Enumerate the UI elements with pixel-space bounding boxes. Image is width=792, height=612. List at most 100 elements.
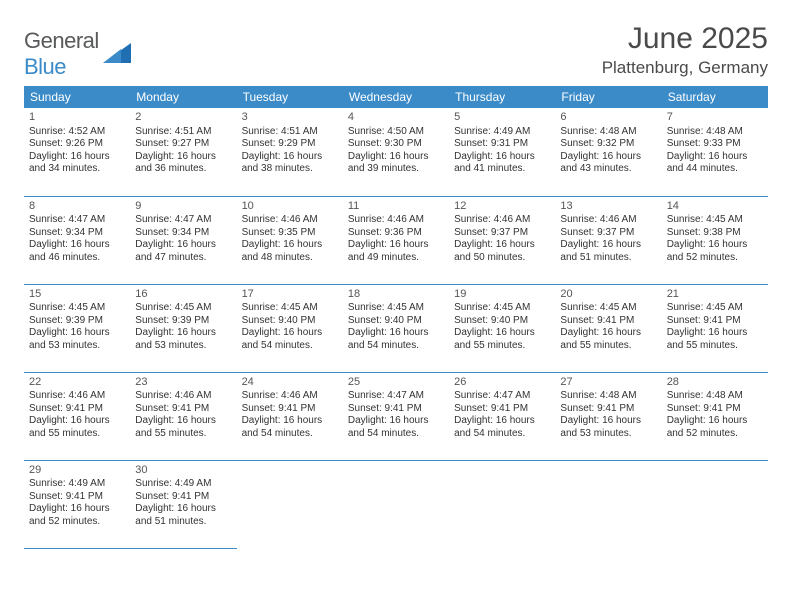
day-number: 27 bbox=[560, 376, 656, 390]
daylight-line: Daylight: 16 hours and 52 minutes. bbox=[667, 415, 763, 440]
day-number: 26 bbox=[454, 376, 550, 390]
calendar-cell: 11Sunrise: 4:46 AMSunset: 9:36 PMDayligh… bbox=[343, 196, 449, 284]
calendar-week-row: 1Sunrise: 4:52 AMSunset: 9:26 PMDaylight… bbox=[24, 108, 768, 196]
calendar-cell: 21Sunrise: 4:45 AMSunset: 9:41 PMDayligh… bbox=[662, 284, 768, 372]
page-header: General Blue June 2025 Plattenburg, Germ… bbox=[24, 22, 768, 80]
sunrise-line: Sunrise: 4:46 AM bbox=[348, 214, 444, 227]
sunset-line: Sunset: 9:41 PM bbox=[29, 491, 125, 504]
daylight-line: Daylight: 16 hours and 41 minutes. bbox=[454, 151, 550, 176]
month-title: June 2025 bbox=[602, 22, 768, 56]
calendar-header-row: SundayMondayTuesdayWednesdayThursdayFrid… bbox=[24, 86, 768, 108]
sunrise-line: Sunrise: 4:47 AM bbox=[135, 214, 231, 227]
calendar-cell: 12Sunrise: 4:46 AMSunset: 9:37 PMDayligh… bbox=[449, 196, 555, 284]
calendar-cell: 26Sunrise: 4:47 AMSunset: 9:41 PMDayligh… bbox=[449, 372, 555, 460]
sunset-line: Sunset: 9:34 PM bbox=[29, 227, 125, 240]
logo-word-general: General bbox=[24, 28, 99, 53]
sunrise-line: Sunrise: 4:46 AM bbox=[29, 390, 125, 403]
calendar-cell: 9Sunrise: 4:47 AMSunset: 9:34 PMDaylight… bbox=[130, 196, 236, 284]
sunset-line: Sunset: 9:30 PM bbox=[348, 138, 444, 151]
sunrise-line: Sunrise: 4:50 AM bbox=[348, 126, 444, 139]
calendar-cell: 3Sunrise: 4:51 AMSunset: 9:29 PMDaylight… bbox=[237, 108, 343, 196]
weekday-header: Sunday bbox=[24, 86, 130, 108]
sunset-line: Sunset: 9:35 PM bbox=[242, 227, 338, 240]
calendar-cell-empty bbox=[449, 460, 555, 548]
sunset-line: Sunset: 9:33 PM bbox=[667, 138, 763, 151]
day-number: 2 bbox=[135, 111, 231, 125]
sunset-line: Sunset: 9:41 PM bbox=[348, 403, 444, 416]
daylight-line: Daylight: 16 hours and 52 minutes. bbox=[29, 503, 125, 528]
sunset-line: Sunset: 9:41 PM bbox=[667, 315, 763, 328]
daylight-line: Daylight: 16 hours and 51 minutes. bbox=[135, 503, 231, 528]
day-number: 15 bbox=[29, 288, 125, 302]
calendar-cell: 29Sunrise: 4:49 AMSunset: 9:41 PMDayligh… bbox=[24, 460, 130, 548]
logo-word-blue: Blue bbox=[24, 54, 66, 79]
sunrise-line: Sunrise: 4:48 AM bbox=[667, 126, 763, 139]
calendar-cell: 28Sunrise: 4:48 AMSunset: 9:41 PMDayligh… bbox=[662, 372, 768, 460]
daylight-line: Daylight: 16 hours and 55 minutes. bbox=[667, 327, 763, 352]
calendar-cell: 2Sunrise: 4:51 AMSunset: 9:27 PMDaylight… bbox=[130, 108, 236, 196]
weekday-header: Saturday bbox=[662, 86, 768, 108]
daylight-line: Daylight: 16 hours and 48 minutes. bbox=[242, 239, 338, 264]
calendar-cell-empty bbox=[662, 460, 768, 548]
daylight-line: Daylight: 16 hours and 43 minutes. bbox=[560, 151, 656, 176]
daylight-line: Daylight: 16 hours and 39 minutes. bbox=[348, 151, 444, 176]
sunrise-line: Sunrise: 4:47 AM bbox=[29, 214, 125, 227]
day-number: 20 bbox=[560, 288, 656, 302]
sunset-line: Sunset: 9:36 PM bbox=[348, 227, 444, 240]
day-number: 12 bbox=[454, 200, 550, 214]
sunset-line: Sunset: 9:29 PM bbox=[242, 138, 338, 151]
sunrise-line: Sunrise: 4:47 AM bbox=[454, 390, 550, 403]
calendar-cell: 6Sunrise: 4:48 AMSunset: 9:32 PMDaylight… bbox=[555, 108, 661, 196]
day-number: 18 bbox=[348, 288, 444, 302]
day-number: 23 bbox=[135, 376, 231, 390]
day-number: 13 bbox=[560, 200, 656, 214]
calendar-cell: 19Sunrise: 4:45 AMSunset: 9:40 PMDayligh… bbox=[449, 284, 555, 372]
daylight-line: Daylight: 16 hours and 55 minutes. bbox=[29, 415, 125, 440]
sunset-line: Sunset: 9:40 PM bbox=[242, 315, 338, 328]
sunset-line: Sunset: 9:26 PM bbox=[29, 138, 125, 151]
calendar-week-row: 8Sunrise: 4:47 AMSunset: 9:34 PMDaylight… bbox=[24, 196, 768, 284]
day-number: 9 bbox=[135, 200, 231, 214]
daylight-line: Daylight: 16 hours and 54 minutes. bbox=[348, 415, 444, 440]
logo-triangle-icon bbox=[103, 41, 131, 68]
sunset-line: Sunset: 9:34 PM bbox=[135, 227, 231, 240]
sunset-line: Sunset: 9:41 PM bbox=[135, 403, 231, 416]
day-number: 1 bbox=[29, 111, 125, 125]
daylight-line: Daylight: 16 hours and 52 minutes. bbox=[667, 239, 763, 264]
sunrise-line: Sunrise: 4:45 AM bbox=[560, 302, 656, 315]
calendar-cell: 10Sunrise: 4:46 AMSunset: 9:35 PMDayligh… bbox=[237, 196, 343, 284]
weekday-header: Tuesday bbox=[237, 86, 343, 108]
sunrise-line: Sunrise: 4:45 AM bbox=[348, 302, 444, 315]
daylight-line: Daylight: 16 hours and 54 minutes. bbox=[242, 415, 338, 440]
sunrise-line: Sunrise: 4:51 AM bbox=[135, 126, 231, 139]
sunset-line: Sunset: 9:41 PM bbox=[29, 403, 125, 416]
sunset-line: Sunset: 9:40 PM bbox=[454, 315, 550, 328]
day-number: 4 bbox=[348, 111, 444, 125]
daylight-line: Daylight: 16 hours and 54 minutes. bbox=[348, 327, 444, 352]
calendar-cell: 24Sunrise: 4:46 AMSunset: 9:41 PMDayligh… bbox=[237, 372, 343, 460]
day-number: 29 bbox=[29, 464, 125, 478]
calendar-cell: 27Sunrise: 4:48 AMSunset: 9:41 PMDayligh… bbox=[555, 372, 661, 460]
calendar-cell: 5Sunrise: 4:49 AMSunset: 9:31 PMDaylight… bbox=[449, 108, 555, 196]
daylight-line: Daylight: 16 hours and 55 minutes. bbox=[454, 327, 550, 352]
calendar-cell: 7Sunrise: 4:48 AMSunset: 9:33 PMDaylight… bbox=[662, 108, 768, 196]
sunset-line: Sunset: 9:37 PM bbox=[560, 227, 656, 240]
sunset-line: Sunset: 9:41 PM bbox=[667, 403, 763, 416]
calendar-cell: 18Sunrise: 4:45 AMSunset: 9:40 PMDayligh… bbox=[343, 284, 449, 372]
calendar-cell: 16Sunrise: 4:45 AMSunset: 9:39 PMDayligh… bbox=[130, 284, 236, 372]
calendar-body: 1Sunrise: 4:52 AMSunset: 9:26 PMDaylight… bbox=[24, 108, 768, 548]
sunrise-line: Sunrise: 4:45 AM bbox=[667, 302, 763, 315]
daylight-line: Daylight: 16 hours and 53 minutes. bbox=[29, 327, 125, 352]
calendar-cell: 25Sunrise: 4:47 AMSunset: 9:41 PMDayligh… bbox=[343, 372, 449, 460]
daylight-line: Daylight: 16 hours and 47 minutes. bbox=[135, 239, 231, 264]
day-number: 25 bbox=[348, 376, 444, 390]
day-number: 14 bbox=[667, 200, 763, 214]
day-number: 16 bbox=[135, 288, 231, 302]
sunrise-line: Sunrise: 4:49 AM bbox=[454, 126, 550, 139]
sunset-line: Sunset: 9:40 PM bbox=[348, 315, 444, 328]
sunrise-line: Sunrise: 4:46 AM bbox=[454, 214, 550, 227]
calendar-week-row: 22Sunrise: 4:46 AMSunset: 9:41 PMDayligh… bbox=[24, 372, 768, 460]
sunset-line: Sunset: 9:37 PM bbox=[454, 227, 550, 240]
sunrise-line: Sunrise: 4:49 AM bbox=[135, 478, 231, 491]
weekday-header: Monday bbox=[130, 86, 236, 108]
